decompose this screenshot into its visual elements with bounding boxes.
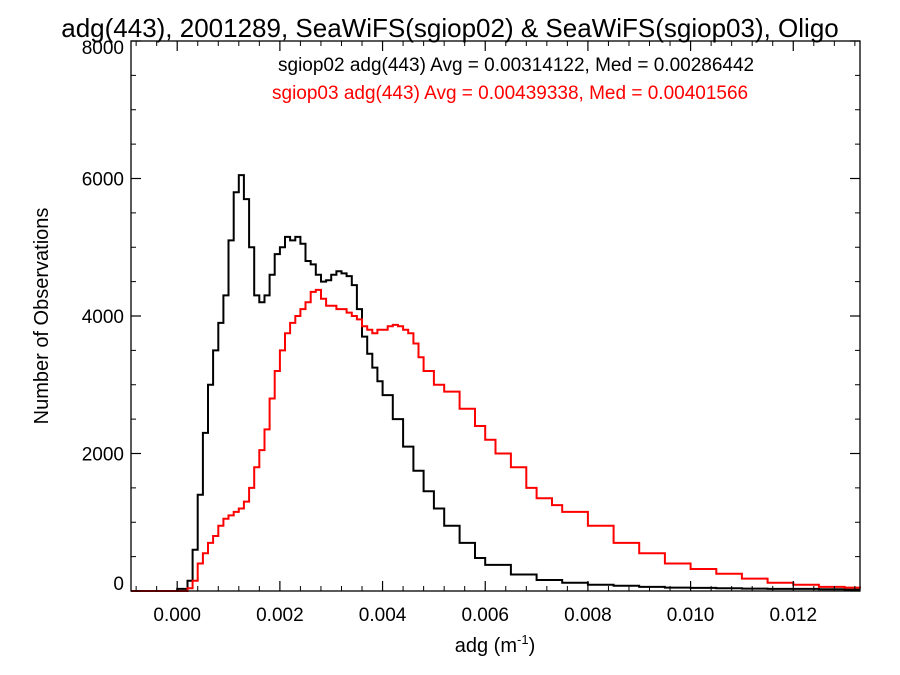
x-tick-label: 0.000 [153, 605, 201, 626]
y-tick-label: 8000 [82, 38, 124, 59]
x-tick-label: 0.008 [564, 605, 612, 626]
x-axis-label: adg (m-1) [455, 632, 535, 657]
y-tick-label: 0 [113, 574, 124, 595]
y-axis-ticks: 0 2000 4000 6000 8000 [82, 38, 860, 595]
y-tick-label: 6000 [82, 170, 124, 191]
x-tick-label: 0.004 [359, 605, 407, 626]
y-axis-label: Number of Observations [31, 208, 53, 425]
x-axis-ticks: 0.000 0.002 0.004 0.006 0.008 0.010 0.012 [135, 41, 856, 626]
legend-entry-sgiop03: sgiop03 adg(443) Avg = 0.00439338, Med =… [272, 83, 748, 104]
chart-title: adg(443), 2001289, SeaWiFS(sgiop02) & Se… [61, 13, 839, 43]
x-tick-label: 0.002 [256, 605, 304, 626]
series-line-sgiop02 [131, 174, 860, 592]
x-tick-label: 0.006 [461, 605, 509, 626]
legend-entry-sgiop02: sgiop02 adg(443) Avg = 0.00314122, Med =… [278, 55, 754, 76]
x-axis-label-text: adg (m [455, 635, 517, 657]
x-tick-label: 0.010 [667, 605, 715, 626]
y-tick-label: 2000 [82, 445, 124, 466]
x-axis-label-close: ) [529, 635, 536, 657]
x-tick-label: 0.012 [769, 605, 817, 626]
series-line-sgiop03 [131, 288, 861, 592]
y-tick-label: 4000 [82, 307, 124, 328]
series-curves [131, 174, 861, 592]
x-axis-label-superscript: -1 [517, 632, 529, 647]
